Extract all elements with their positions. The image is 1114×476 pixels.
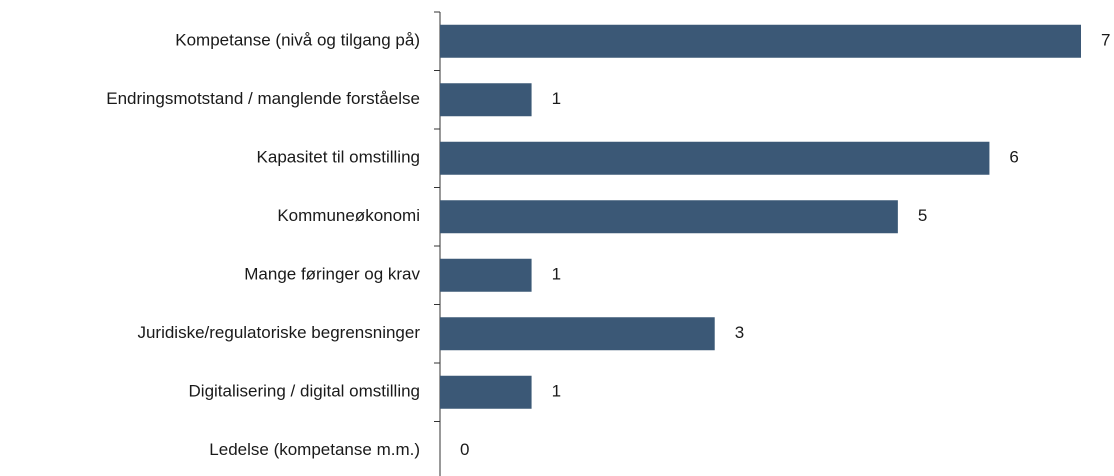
data-label: 1 bbox=[552, 382, 561, 401]
category-label: Mange føringer og krav bbox=[244, 265, 420, 284]
data-label: 6 bbox=[1009, 148, 1018, 167]
data-label: 1 bbox=[552, 265, 561, 284]
bar bbox=[440, 200, 898, 234]
category-label: Kommuneøkonomi bbox=[277, 206, 420, 225]
category-label: Juridiske/regulatoriske begrensninger bbox=[137, 323, 420, 342]
data-label: 3 bbox=[735, 323, 744, 342]
bar bbox=[440, 375, 532, 409]
bar bbox=[440, 141, 990, 175]
category-label: Kapasitet til omstilling bbox=[257, 148, 420, 167]
category-label: Kompetanse (nivå og tilgang på) bbox=[175, 31, 420, 50]
bar bbox=[440, 317, 715, 351]
data-label: 1 bbox=[552, 89, 561, 108]
data-label: 0 bbox=[460, 440, 469, 459]
data-label: 7 bbox=[1101, 31, 1110, 50]
category-label: Ledelse (kompetanse m.m.) bbox=[209, 440, 420, 459]
bar bbox=[440, 83, 532, 117]
bar bbox=[440, 258, 532, 292]
category-label: Digitalisering / digital omstilling bbox=[189, 382, 420, 401]
data-label: 5 bbox=[918, 206, 927, 225]
category-label: Endringsmotstand / manglende forståelse bbox=[106, 89, 420, 108]
bar bbox=[440, 24, 1081, 58]
